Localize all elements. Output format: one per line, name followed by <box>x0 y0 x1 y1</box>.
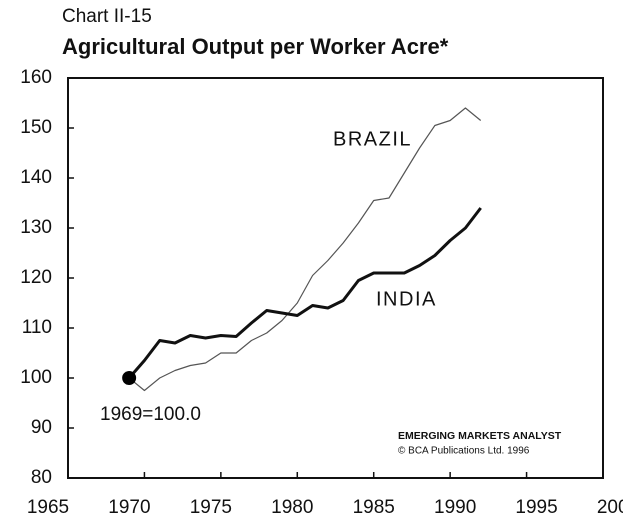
x-tick-label: 1970 <box>108 497 150 518</box>
x-tick-label: 2000 <box>597 497 623 518</box>
series-label: INDIA <box>376 288 437 310</box>
x-tick-label: 1965 <box>27 497 69 518</box>
series-line <box>128 207 482 379</box>
y-tick-label: 90 <box>31 417 52 438</box>
x-tick-label: 1990 <box>434 497 476 518</box>
x-tick-label: 1975 <box>190 497 232 518</box>
y-tick-label: 150 <box>20 117 52 138</box>
base-point <box>122 371 137 385</box>
y-tick-label: 140 <box>20 167 52 188</box>
annotation: 1969=100.0 <box>100 404 201 425</box>
y-tick-label: 160 <box>20 67 52 88</box>
y-tick-label: 110 <box>22 317 52 338</box>
source: EMERGING MARKETS ANALYST <box>398 430 562 442</box>
source: © BCA Publications Ltd. 1996 <box>398 446 530 457</box>
chart-title: Agricultural Output per Worker Acre* <box>62 34 449 59</box>
series-label: BRAZIL <box>333 128 412 150</box>
y-tick-label: 120 <box>20 267 52 288</box>
x-tick-label: 1985 <box>353 497 395 518</box>
y-tick-label: 130 <box>20 217 52 238</box>
y-tick-label: 100 <box>20 367 52 388</box>
y-tick-label: 80 <box>31 467 52 488</box>
x-tick-label: 1980 <box>271 497 313 518</box>
series-line <box>128 107 482 392</box>
chart-number: Chart II-15 <box>62 6 152 27</box>
x-tick-label: 1995 <box>515 497 557 518</box>
